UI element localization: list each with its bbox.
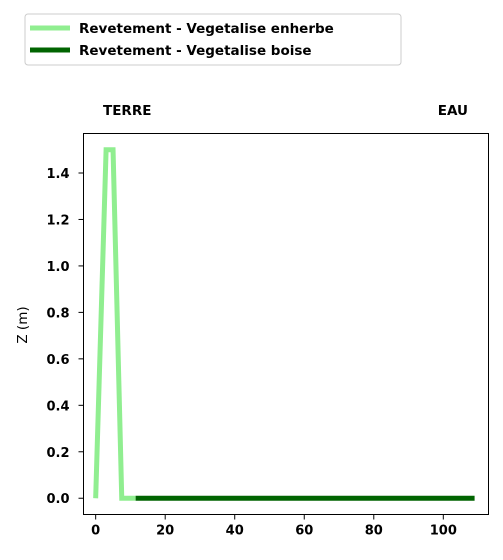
y-tick-label: 0.6	[46, 353, 69, 368]
plot-frame	[83, 133, 489, 515]
y-tick-label: 0.2	[46, 446, 69, 461]
ticks-layer: 0 20 40 60 80 100 0.0 0.2 0.4 0.6 0.8 1.0 1.2 1.4	[46, 167, 456, 539]
x-tick-label: 80	[365, 524, 383, 539]
y-tick-label: 0.4	[46, 399, 69, 414]
y-tick-label: 0.8	[46, 306, 69, 321]
legend-label-boise: Revetement - Vegetalise boise	[79, 43, 312, 59]
series-line-enherbe	[93, 147, 136, 501]
x-tick-label: 100	[430, 524, 457, 539]
y-tick-label: 1.0	[46, 260, 69, 275]
legend: Revetement - Vegetalise enherbe Reveteme…	[24, 13, 402, 66]
legend-label-enherbe: Revetement - Vegetalise enherbe	[79, 21, 334, 37]
x-tick-label: 20	[156, 524, 174, 539]
y-tick-label: 1.4	[46, 167, 69, 182]
series-layer	[93, 147, 475, 501]
annotation-eau: EAU	[438, 103, 468, 119]
y-tick-label: 1.2	[46, 213, 69, 228]
annotation-terre: TERRE	[103, 103, 151, 119]
x-tick-label: 40	[226, 524, 244, 539]
y-axis-label: Z (m)	[15, 306, 31, 343]
x-tick-label: 0	[91, 524, 100, 539]
legend-frame	[24, 13, 402, 66]
x-tick-label: 60	[295, 524, 313, 539]
y-tick-label: 0.0	[46, 492, 69, 507]
